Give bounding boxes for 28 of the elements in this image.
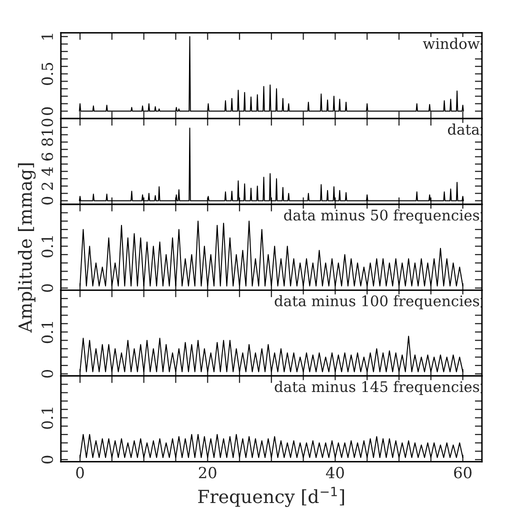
y-tick-label: 0: [42, 370, 54, 378]
y-tick-label: 0: [42, 107, 54, 115]
y-tick-label: 6: [42, 152, 54, 161]
x-axis-title: Frequency [d$^{−1}$]: [198, 486, 344, 508]
y-tick-label: 0.5: [42, 62, 54, 85]
y-axis-title: Amplitude [mmag]: [18, 163, 36, 333]
y-tick-label: 2: [42, 182, 53, 190]
annotation: window: [422, 38, 480, 50]
y-tick-label: 1: [42, 34, 53, 40]
y-tick-label: 4: [42, 167, 53, 176]
annotation: data minus 50 frequencies: [284, 209, 480, 224]
y-tick-label: 0: [42, 284, 54, 292]
y-tick-label: 0: [42, 456, 54, 464]
y-tick-label: 0.1: [42, 408, 54, 429]
y-tick-label: 0.1: [42, 322, 54, 344]
y-tick-label: 8: [42, 138, 54, 146]
annotation: data: [448, 124, 480, 135]
annotation: data minus 145 frequencies: [274, 380, 480, 395]
y-tick-label: 10: [42, 118, 54, 136]
x-tick-label: 60: [454, 466, 472, 478]
y-tick-label: 0: [42, 196, 54, 205]
x-tick-label: 0: [76, 466, 84, 478]
x-tick-label: 40: [326, 466, 344, 478]
y-tick-label: 0.1: [42, 236, 54, 258]
annotation: data minus 100 frequencies: [274, 295, 480, 310]
x-tick-label: 20: [198, 466, 216, 478]
line-series: [80, 434, 464, 458]
line-series: [80, 336, 464, 372]
